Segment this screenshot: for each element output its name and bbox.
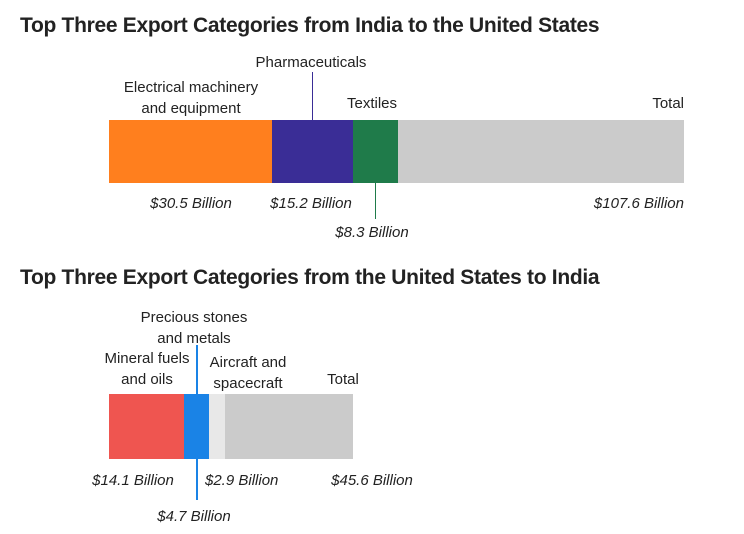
total-label: Total [327,371,359,388]
total-label: Total [652,95,684,112]
total-value-label: $107.6 Billion [593,195,684,212]
leader-line [196,345,198,500]
chart-title: Top Three Export Categories from the Uni… [20,266,600,289]
chart-title: Top Three Export Categories from India t… [20,14,600,37]
value-label: $30.5 Billion [150,195,232,212]
bar-segment [271,120,354,183]
bar-segment [209,394,225,459]
bar-segment [109,394,185,459]
segment-label: Electrical machinery and equipment [123,79,259,117]
segment-label: Aircraft and spacecraft [209,354,287,392]
leader-line [311,72,314,120]
segment-label: Precious stones and metals [140,309,248,347]
segment-label: Pharmaceuticals [255,54,367,71]
bar-segment [109,120,272,183]
total-value-label: $45.6 Billion [331,472,413,489]
value-label: $4.7 Billion [157,508,231,525]
segment-label: Mineral fuels and oils [104,350,190,388]
segment-label: Textiles [346,95,398,112]
leader-line [374,183,377,219]
value-label: $8.3 Billion [335,224,409,241]
bar-segment [353,120,398,183]
value-label: $2.9 Billion [205,472,279,489]
value-label: $15.2 Billion [270,195,352,212]
value-label: $14.1 Billion [92,472,174,489]
